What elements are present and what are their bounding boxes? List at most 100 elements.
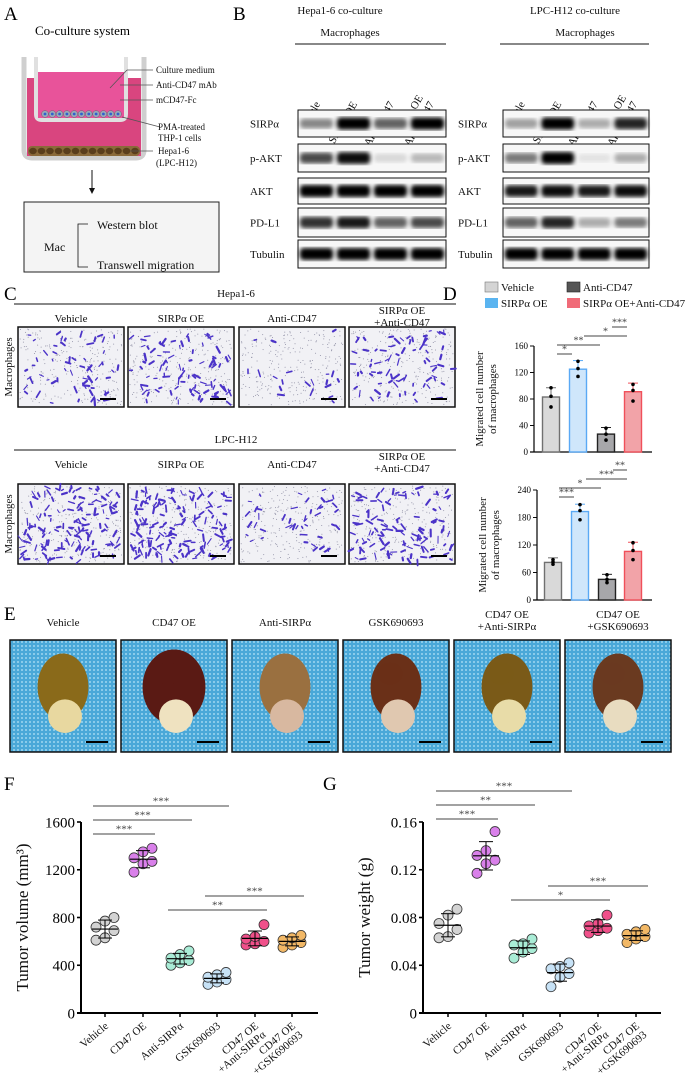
stained-cell: [386, 391, 391, 398]
pore-speck: [328, 360, 330, 362]
pore-speck: [270, 404, 272, 406]
pore-speck: [358, 514, 360, 516]
pore-speck: [365, 488, 367, 490]
pore-speck: [109, 370, 111, 372]
pore-speck: [135, 396, 137, 398]
pore-speck: [132, 372, 134, 374]
stained-cell: [384, 541, 391, 547]
stained-cell: [297, 492, 303, 496]
pore-speck: [302, 385, 304, 387]
pore-speck: [329, 487, 331, 489]
pore-speck: [406, 509, 408, 511]
arrow-head-icon: [89, 188, 95, 194]
stained-cell: [146, 375, 150, 378]
stained-cell: [376, 371, 383, 375]
blot-group-subtitle: Macrophages: [555, 27, 614, 39]
pore-speck: [264, 337, 266, 339]
pore-speck: [45, 395, 47, 397]
stained-cell: [77, 526, 81, 532]
blot-band: [373, 217, 408, 228]
pore-speck: [140, 491, 142, 493]
pore-speck: [151, 356, 153, 358]
pore-speck: [280, 354, 282, 356]
pore-speck: [90, 522, 92, 524]
pore-speck: [388, 334, 390, 336]
stained-cell: [211, 526, 219, 530]
pore-speck: [282, 491, 284, 493]
pore-speck: [90, 518, 92, 520]
pore-speck: [393, 517, 395, 519]
pore-speck: [43, 359, 45, 361]
stained-cell: [204, 333, 208, 337]
pore-speck: [148, 488, 150, 490]
data-point: [631, 548, 635, 553]
pore-speck: [245, 348, 247, 350]
pore-speck: [201, 349, 203, 351]
stained-cell: [317, 535, 323, 539]
stained-cell: [276, 393, 286, 397]
stained-cell: [411, 533, 419, 537]
stained-cell: [149, 529, 152, 535]
pore-speck: [374, 531, 376, 533]
pore-speck: [118, 548, 120, 550]
stained-cell: [355, 491, 362, 497]
stained-cell: [377, 534, 383, 538]
pore-speck: [339, 335, 341, 337]
blot-row-label: PD-L1: [250, 218, 280, 230]
cell-nucleus: [72, 112, 76, 116]
pore-speck: [444, 539, 446, 541]
stained-cell: [387, 553, 390, 558]
stained-cell: [54, 528, 60, 533]
pore-speck: [373, 508, 375, 510]
pore-speck: [367, 556, 369, 558]
pore-speck: [337, 544, 339, 546]
pore-speck: [89, 557, 91, 559]
pore-speck: [224, 505, 226, 507]
pore-speck: [394, 541, 396, 543]
stained-cell: [116, 364, 120, 371]
pore-speck: [96, 356, 98, 358]
pore-speck: [241, 375, 243, 377]
pore-speck: [136, 355, 138, 357]
pore-speck: [73, 512, 75, 514]
pore-speck: [179, 357, 181, 359]
stained-cell: [17, 535, 23, 542]
pore-speck: [204, 509, 206, 511]
pore-speck: [312, 516, 314, 518]
pore-speck: [169, 502, 171, 504]
pore-speck: [258, 537, 260, 539]
stained-cell: [432, 520, 437, 524]
stained-cell: [373, 527, 379, 533]
pore-speck: [162, 356, 164, 358]
data-point: [489, 854, 501, 866]
label-pma-treated: PMA-treated: [158, 122, 205, 132]
pore-speck: [270, 350, 272, 352]
pore-speck: [242, 354, 244, 356]
pore-speck: [91, 545, 93, 547]
stained-cell: [217, 505, 222, 509]
pore-speck: [95, 560, 97, 562]
stained-cell: [29, 377, 34, 385]
pore-speck: [197, 506, 199, 508]
pore-speck: [380, 340, 382, 342]
pore-speck: [430, 391, 432, 393]
pore-speck: [172, 347, 174, 349]
micrograph: [17, 482, 125, 565]
stained-cell: [168, 497, 175, 501]
pore-speck: [436, 559, 438, 561]
pore-speck: [292, 347, 294, 349]
pore-speck: [441, 350, 443, 352]
pore-speck: [117, 389, 119, 391]
pore-speck: [355, 388, 357, 390]
pore-speck: [175, 356, 177, 358]
pore-speck: [287, 558, 289, 560]
pore-speck: [261, 342, 263, 344]
stained-cell: [423, 359, 427, 365]
pore-speck: [133, 360, 135, 362]
pore-speck: [449, 334, 451, 336]
pore-speck: [53, 491, 55, 493]
pore-speck: [24, 512, 26, 514]
pore-speck: [432, 358, 434, 360]
stained-cell: [211, 363, 217, 369]
pore-speck: [179, 397, 181, 399]
